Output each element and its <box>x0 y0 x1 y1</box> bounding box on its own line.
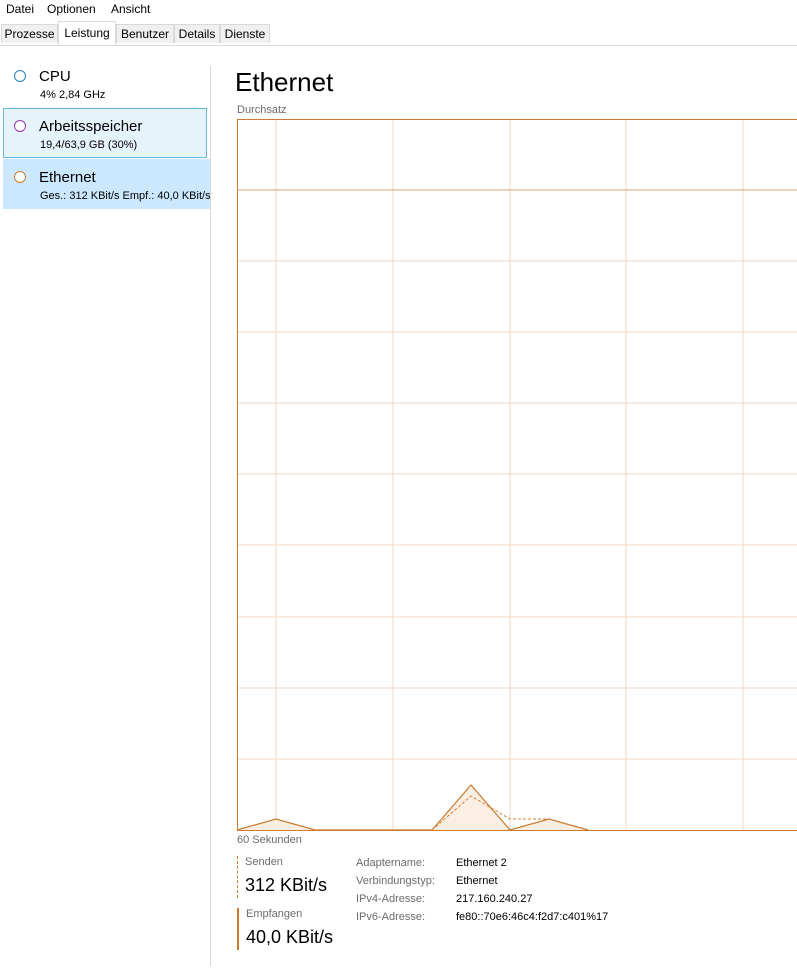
detail-key: Verbindungstyp: <box>356 875 435 887</box>
sidebar-item-title: Ethernet <box>39 169 96 186</box>
sidebar-item-title: CPU <box>39 68 71 85</box>
send-label: Senden <box>245 856 283 868</box>
detail-value: fe80::70e6:46c4:f2d7:c401%17 <box>456 911 609 923</box>
sidebar-item-title: Arbeitsspeicher <box>39 118 143 135</box>
sidebar-item-subtitle: 19,4/63,9 GB (30%) <box>40 139 138 151</box>
receive-stat: Empfangen 40,0 KBit/s <box>237 908 333 950</box>
sidebar-item-subtitle: Ges.: 312 KBit/s Empf.: 40,0 KBit/s <box>40 190 211 202</box>
sidebar-item-subtitle: 4% 2,84 GHz <box>40 89 106 101</box>
detail-value: Ethernet <box>456 875 498 887</box>
tab-performance[interactable]: Leistung <box>58 21 116 45</box>
detail-value: Ethernet 2 <box>456 857 507 869</box>
chart-frame <box>237 119 797 831</box>
tab-processes[interactable]: Prozesse <box>1 24 58 43</box>
ethernet-indicator-icon <box>14 171 26 183</box>
detail-key: Adaptername: <box>356 857 426 869</box>
chart-grid <box>237 119 797 831</box>
sidebar-divider <box>210 66 211 966</box>
tab-users[interactable]: Benutzer <box>116 24 174 43</box>
chart-label: Durchsatz <box>237 104 287 116</box>
menu-view[interactable]: Ansicht <box>111 2 151 16</box>
page-title: Ethernet <box>235 67 334 97</box>
detail-row-ipv4: IPv4-Adresse: 217.160.240.27 <box>356 892 756 910</box>
main-panel: Ethernet Durchsatz <box>211 46 797 979</box>
tab-services[interactable]: Dienste <box>220 24 270 43</box>
throughput-chart <box>237 119 797 831</box>
detail-key: IPv4-Adresse: <box>356 893 426 905</box>
detail-row-connection-type: Verbindungstyp: Ethernet <box>356 874 756 892</box>
send-stat: Senden 312 KBit/s <box>237 856 327 898</box>
adapter-details: Adaptername: Ethernet 2 Verbindungstyp: … <box>356 856 756 928</box>
cpu-indicator-icon <box>14 70 26 82</box>
detail-value: 217.160.240.27 <box>456 893 533 905</box>
menu-file[interactable]: Datei <box>6 2 35 16</box>
tab-details[interactable]: Details <box>174 24 220 43</box>
throughput-chart-svg <box>237 119 797 831</box>
receive-value: 40,0 KBit/s <box>246 927 334 947</box>
send-value: 312 KBit/s <box>245 875 328 895</box>
sidebar-item-cpu[interactable]: CPU 4% 2,84 GHz <box>3 58 207 108</box>
time-axis-label: 60 Sekunden <box>237 834 302 846</box>
detail-row-ipv6: IPv6-Adresse: fe80::70e6:46c4:f2d7:c401%… <box>356 910 756 928</box>
menu-bar: Datei Optionen Ansicht <box>0 0 797 19</box>
detail-key: IPv6-Adresse: <box>356 911 426 923</box>
receive-label: Empfangen <box>246 908 303 920</box>
send-series-line <box>237 784 589 831</box>
tab-bar: Prozesse Leistung Benutzer Details Diens… <box>0 19 797 46</box>
memory-indicator-icon <box>14 120 26 132</box>
sidebar-item-ethernet[interactable]: Ethernet Ges.: 312 KBit/s Empf.: 40,0 KB… <box>3 159 211 209</box>
detail-row-adapter: Adaptername: Ethernet 2 <box>356 856 756 874</box>
sidebar-item-memory[interactable]: Arbeitsspeicher 19,4/63,9 GB (30%) <box>3 108 207 158</box>
receive-series-line <box>431 795 589 831</box>
resource-sidebar: CPU 4% 2,84 GHz Arbeitsspeicher 19,4/63,… <box>0 46 211 979</box>
menu-options[interactable]: Optionen <box>47 2 96 16</box>
